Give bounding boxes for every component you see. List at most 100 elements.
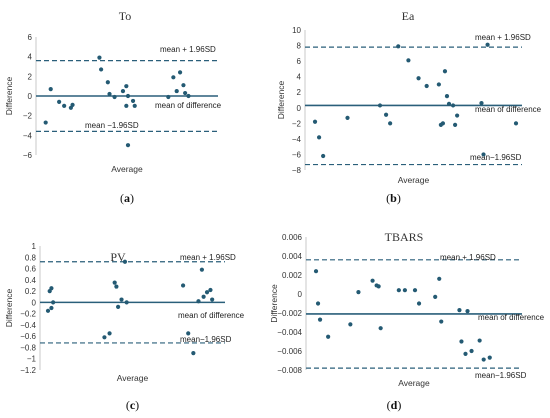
data-point: [317, 317, 323, 322]
data-point: [105, 80, 110, 85]
panel-c: PV −1.2 −1 −0.8 −0.6 −0.4 −0.2 0 0.2 0.4 0.6 0.8 1 Di…: [4, 242, 245, 412]
data-point: [49, 286, 54, 291]
data-point: [174, 88, 179, 94]
y-tick-label: −6: [292, 150, 302, 159]
x-axis-label: Average: [111, 164, 143, 174]
data-point: [51, 300, 56, 305]
data-point: [326, 334, 331, 339]
data-point: [125, 93, 131, 99]
data-point: [477, 338, 482, 343]
data-point: [49, 305, 54, 311]
data-point: [459, 339, 464, 344]
data-point: [177, 70, 183, 75]
data-point: [116, 304, 121, 309]
data-point: [402, 288, 407, 293]
data-point: [201, 294, 206, 299]
upper-limit-label: mean + 1.96SD: [160, 45, 216, 54]
lower-limit-label: mean−1.96SD: [470, 153, 522, 162]
data-point: [416, 76, 421, 81]
data-point: [406, 58, 411, 63]
mean-difference-label: mean of difference: [178, 311, 245, 320]
data-point: [479, 101, 484, 106]
x-axis-label: Average: [398, 378, 430, 388]
y-tick-label: −2: [23, 112, 33, 121]
y-tick-label: −6: [23, 151, 33, 160]
data-point: [122, 259, 128, 264]
y-tick-label: 2: [28, 72, 33, 81]
y-tick-label: 0.004: [282, 252, 303, 261]
mean-difference-label: mean of difference: [475, 105, 542, 114]
y-tick-label: −2: [292, 119, 302, 128]
data-point: [487, 355, 492, 360]
y-tick-label: −0.004: [277, 328, 302, 337]
data-point: [485, 42, 490, 47]
data-point: [513, 121, 519, 126]
data-point: [356, 290, 361, 295]
y-tick-label: 1: [32, 242, 37, 251]
data-point: [396, 288, 401, 293]
y-tick-label: 4: [28, 53, 33, 62]
data-point: [377, 103, 383, 108]
y-axis-label: Difference: [4, 76, 14, 115]
y-tick-label: −0.006: [277, 347, 302, 356]
data-point: [345, 115, 350, 120]
data-point: [208, 287, 213, 293]
data-point: [388, 121, 393, 126]
y-tick-label: 2: [297, 88, 302, 97]
y-tick-label: −0.4: [20, 321, 36, 330]
data-point: [469, 348, 474, 354]
mean-difference-label: mean of difference: [478, 313, 545, 322]
x-axis-label: Average: [117, 373, 149, 383]
data-point: [112, 280, 117, 285]
data-point: [439, 319, 444, 324]
data-point: [463, 351, 468, 356]
data-point: [191, 350, 196, 356]
data-point: [457, 308, 462, 313]
x-axis-label: Average: [398, 175, 430, 185]
y-axis-label: Difference: [276, 80, 286, 119]
data-point: [321, 153, 326, 159]
data-point: [376, 284, 381, 289]
data-point: [416, 301, 422, 306]
data-point: [124, 300, 129, 305]
data-point: [57, 99, 62, 104]
panel-caption: (c): [126, 398, 139, 412]
panel-caption: (a): [120, 191, 134, 205]
data-point: [124, 103, 129, 108]
data-point: [446, 101, 452, 106]
panel-caption: (d): [387, 398, 402, 412]
chart-title: Ea: [402, 9, 415, 23]
y-tick-label: 6: [28, 33, 33, 42]
data-point: [481, 152, 486, 157]
mean-difference-label: mean of difference: [155, 101, 222, 110]
y-axis-label: Difference: [4, 288, 14, 327]
y-tick-label: −8: [292, 166, 302, 175]
data-point: [183, 90, 188, 96]
y-tick-label: −0.8: [20, 343, 36, 352]
data-point: [132, 103, 137, 108]
data-point: [312, 119, 318, 124]
chart-title: To: [119, 9, 132, 23]
y-tick-label: 6: [297, 57, 302, 66]
data-point: [450, 103, 456, 108]
data-point: [120, 88, 126, 94]
data-point: [440, 121, 446, 126]
data-point: [433, 294, 438, 299]
lower-limit-label: mean−1.96SD: [475, 371, 527, 380]
data-point: [48, 87, 53, 92]
y-tick-label: 10: [292, 26, 301, 35]
y-tick-label: 0.4: [25, 276, 37, 285]
data-point: [114, 284, 119, 289]
y-tick-label: 0.2: [25, 287, 37, 296]
data-point: [124, 84, 129, 89]
y-tick-label: −0.2: [20, 310, 36, 319]
y-tick-label: 0: [28, 92, 33, 101]
y-tick-label: 0: [32, 298, 37, 307]
y-tick-label: −4: [23, 131, 33, 140]
y-axis-label: Difference: [269, 284, 279, 323]
y-tick-label: 0.6: [25, 265, 37, 274]
panel-a: To −6 −4 −2 0 2 4 6 Difference Average mean + 1.96…: [4, 9, 222, 205]
panel-caption: (b): [386, 191, 401, 205]
y-tick-label: 4: [297, 73, 302, 82]
y-tick-label: −0.6: [20, 332, 36, 341]
